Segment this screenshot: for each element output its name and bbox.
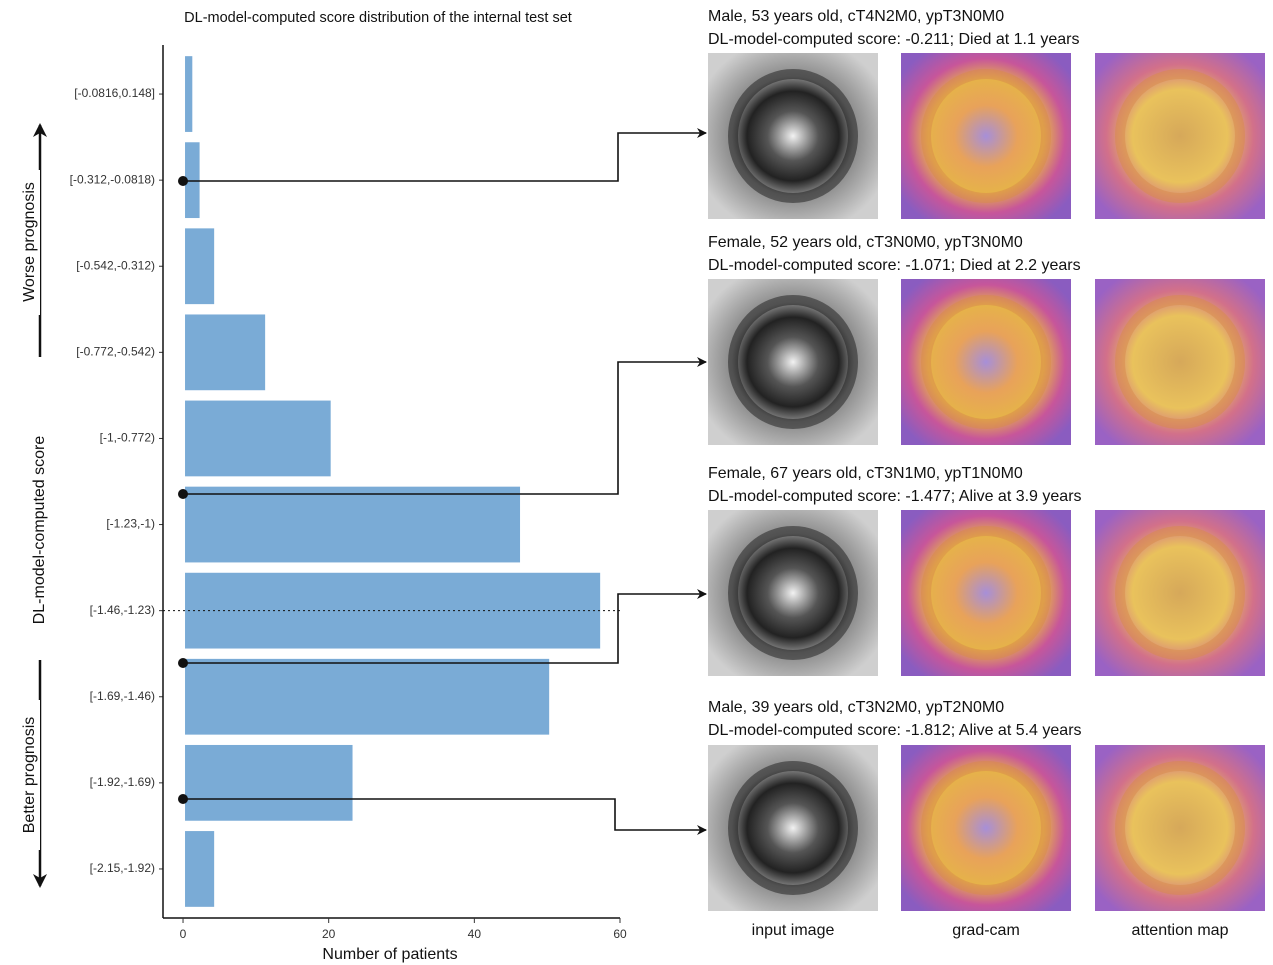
chart-title: DL-model-computed score distribution of … [184,10,572,26]
y-tick-label: [-0.772,-0.542) [76,345,155,359]
dot [178,176,188,186]
figure: [-0.0816,0.148] [-0.312,-0.0818) [-0.542,-… [0,0,1273,965]
case-description: Female, 67 years old, cT3N1M0, ypT1N0M0 [708,465,1023,482]
y-tick-label: [-1.69,-1.46) [90,689,155,703]
case-score: DL-model-computed score: -1.477; Alive a… [708,488,1082,505]
bar [185,831,214,907]
y-tick-label: [-0.312,-0.0818) [70,172,155,186]
x-tick-label: 60 [613,927,627,941]
case-description: Male, 53 years old, cT4N2M0, ypT3N0M0 [708,8,1004,25]
case-panel: Male, 39 years old, cT3N2M0, ypT2N0M0 DL-… [708,699,1265,911]
bar [185,745,353,821]
y-axis-label: DL-model-computed score [31,436,48,625]
case-panel: Female, 67 years old, cT3N1M0, ypT1N0M0 D… [708,465,1265,676]
x-tick-label: 20 [322,927,336,941]
worse-label: Worse prognosis [21,182,38,302]
y-tick-label: [-1,-0.772) [100,431,155,445]
case-description: Male, 39 years old, cT3N2M0, ypT2N0M0 [708,699,1004,716]
case-panel: Female, 52 years old, cT3N0M0, ypT3N0M0 D… [708,234,1265,445]
case-score: DL-model-computed score: -0.211; Died at… [708,31,1079,48]
y-tick-label: [-0.0816,0.148] [74,86,155,100]
x-tick-label: 0 [180,927,187,941]
dot [178,794,188,804]
y-tick-label: [-0.542,-0.312) [76,258,155,272]
image-label: input image [752,922,835,939]
bar [185,487,520,563]
dot [178,489,188,499]
case-score: DL-model-computed score: -1.812; Alive a… [708,722,1082,739]
case-panel: Male, 53 years old, cT4N2M0, ypT3N0M0 DL-… [708,8,1265,219]
case-score: DL-model-computed score: -1.071; Died at… [708,257,1081,274]
x-axis-label: Number of patients [322,946,457,963]
bar [185,401,331,477]
image-label: attention map [1132,922,1229,939]
y-tick-label: [-1.23,-1) [106,517,155,531]
image-label: grad-cam [952,922,1020,939]
y-tick-label: [-1.46,-1.23) [90,603,155,617]
bar [185,573,600,649]
dot [178,658,188,668]
bar [185,228,214,304]
y-tick-label: [-2.15,-1.92) [90,861,155,875]
bar [185,659,549,735]
bar [185,314,265,390]
case-description: Female, 52 years old, cT3N0M0, ypT3N0M0 [708,234,1023,251]
x-tick-label: 40 [468,927,482,941]
y-tick-label: [-1.92,-1.69) [90,775,155,789]
connector [183,133,706,181]
better-label: Better prognosis [21,717,38,834]
plot: [-0.0816,0.148] [-0.312,-0.0818) [-0.542,-… [70,45,627,941]
bar [185,56,192,132]
